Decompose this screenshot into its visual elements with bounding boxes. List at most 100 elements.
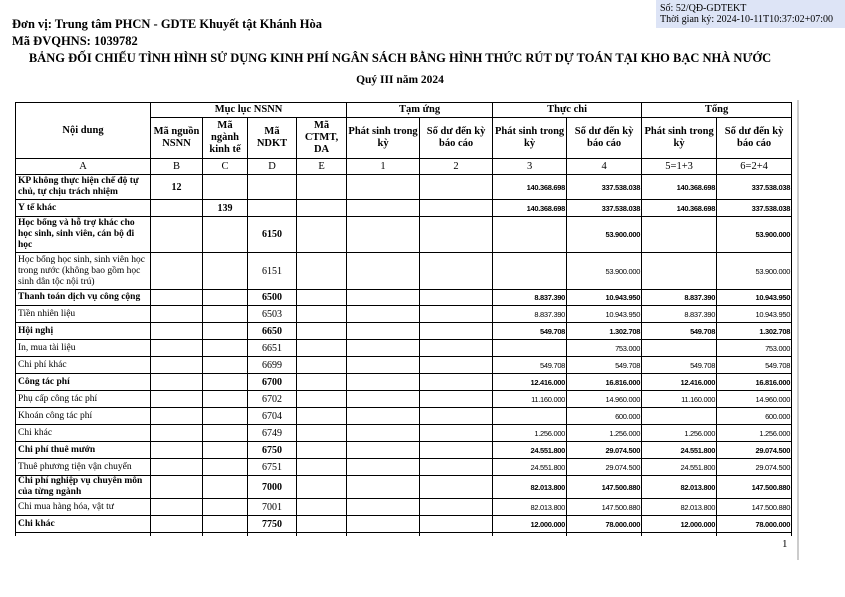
code-cell: 7750 (247, 515, 297, 533)
amount-cell: 16.816.000 (566, 373, 643, 391)
amount-cell: 11.160.000 (641, 390, 718, 408)
amount-cell: 1.302.708 (566, 322, 643, 340)
amount-cell (641, 407, 718, 425)
amount-cell (419, 441, 494, 459)
code-cell: 6151 (247, 252, 297, 290)
table-row: Khoán công tác phí 6704 600.000 600.000 (15, 407, 793, 425)
document-period: Quý III năm 2024 (356, 74, 444, 86)
code-cell (295, 339, 348, 357)
code-cell (202, 322, 248, 340)
amount-cell (419, 305, 494, 323)
column-code: D (247, 158, 297, 175)
amount-cell: 1.256.000 (641, 424, 718, 442)
code-cell (295, 322, 348, 340)
code-cell (295, 515, 348, 533)
row-label: Phụ cấp công tác phí (15, 390, 151, 408)
amount-cell: 16.816.000 (716, 373, 793, 391)
row-label: Chi phí khác (15, 356, 151, 374)
document-number: Số: 52/QĐ-GDTEKT (660, 3, 747, 14)
amount-cell: 549.708 (641, 322, 718, 340)
amount-cell: 10.943.950 (716, 289, 793, 306)
unit-info: Đơn vị: Trung tâm PHCN - GDTE Khuyết tật… (12, 16, 322, 50)
code-cell: 7000 (247, 475, 297, 499)
amount-cell (346, 322, 421, 340)
amount-cell: 24.551.800 (492, 441, 568, 459)
amount-cell (641, 252, 718, 290)
amount-cell: 14.960.000 (566, 390, 643, 408)
code-cell (295, 252, 348, 290)
amount-cell (346, 390, 421, 408)
row-label: Thuê phương tiện vận chuyển (15, 458, 151, 476)
code-cell: 6700 (247, 373, 297, 391)
column-code: 2 (419, 158, 494, 175)
code-cell (150, 475, 203, 499)
row-label: Khoán công tác phí (15, 407, 151, 425)
column-code: A (15, 158, 151, 175)
amount-cell: 549.708 (566, 356, 643, 374)
empty-cell (15, 532, 151, 536)
amount-cell: 140.368.698 (492, 174, 568, 200)
column-code: B (150, 158, 203, 175)
code-cell (202, 475, 248, 499)
code-cell (295, 356, 348, 374)
amount-cell (346, 305, 421, 323)
row-label: Thanh toán dịch vụ công cộng (15, 289, 151, 306)
code-cell (202, 441, 248, 459)
code-cell: 6699 (247, 356, 297, 374)
amount-cell: 24.551.800 (641, 458, 718, 476)
amount-cell: 78.000.000 (716, 515, 793, 533)
row-label: Chi phí nghiệp vụ chuyên môn của từng ng… (15, 475, 151, 499)
digital-signature-box: Số: 52/QĐ-GDTEKT Thời gian ký: 2024-10-1… (656, 0, 845, 28)
amount-cell (492, 252, 568, 290)
column-header: Phát sinh trong kỳ (346, 117, 421, 159)
code-cell (202, 174, 248, 200)
amount-cell (492, 216, 568, 253)
column-header: Mã NDKT (247, 117, 297, 159)
amount-cell (419, 174, 494, 200)
code-cell (202, 458, 248, 476)
amount-cell: 8.837.390 (492, 289, 568, 306)
amount-cell (641, 216, 718, 253)
empty-cell (566, 532, 643, 536)
amount-cell (346, 339, 421, 357)
row-label: Tiền nhiên liệu (15, 305, 151, 323)
amount-cell (346, 498, 421, 516)
amount-cell: 549.708 (716, 356, 793, 374)
code-cell (295, 216, 348, 253)
code-cell (202, 390, 248, 408)
column-header: Mã CTMT, DA (295, 117, 348, 159)
unit-code: Mã ĐVQHNS: 1039782 (12, 34, 138, 48)
column-header: Số dư đến kỳ báo cáo (566, 117, 643, 159)
amount-cell: 337.538.038 (716, 174, 793, 200)
empty-cell (295, 532, 348, 536)
code-cell: 6500 (247, 289, 297, 306)
amount-cell: 12.416.000 (492, 373, 568, 391)
code-cell (202, 407, 248, 425)
amount-cell (346, 199, 421, 217)
amount-cell: 12.000.000 (492, 515, 568, 533)
empty-cell (716, 532, 793, 536)
code-cell (150, 252, 203, 290)
code-cell: 6150 (247, 216, 297, 253)
page-edge (797, 100, 799, 560)
amount-cell: 12.416.000 (641, 373, 718, 391)
amount-cell (346, 441, 421, 459)
row-label: Chi khác (15, 515, 151, 533)
table-row: Học bổng và hỗ trợ khác cho học sinh, si… (15, 216, 793, 253)
table-row: Thanh toán dịch vụ công cộng 6500 8.837.39… (15, 289, 793, 306)
row-label: In, mua tài liệu (15, 339, 151, 357)
amount-cell: 147.500.880 (716, 498, 793, 516)
amount-cell: 10.943.950 (716, 305, 793, 323)
amount-cell (641, 339, 718, 357)
amount-cell (346, 356, 421, 374)
amount-cell (419, 390, 494, 408)
row-label: Chi khác (15, 424, 151, 442)
code-cell: 6503 (247, 305, 297, 323)
amount-cell (419, 199, 494, 217)
amount-cell (492, 407, 568, 425)
amount-cell (346, 458, 421, 476)
empty-cell (419, 532, 494, 536)
table-row: Hội nghị 6650 549.708 1.302.708 549.708 1.302… (15, 322, 793, 340)
amount-cell (492, 339, 568, 357)
amount-cell (419, 458, 494, 476)
